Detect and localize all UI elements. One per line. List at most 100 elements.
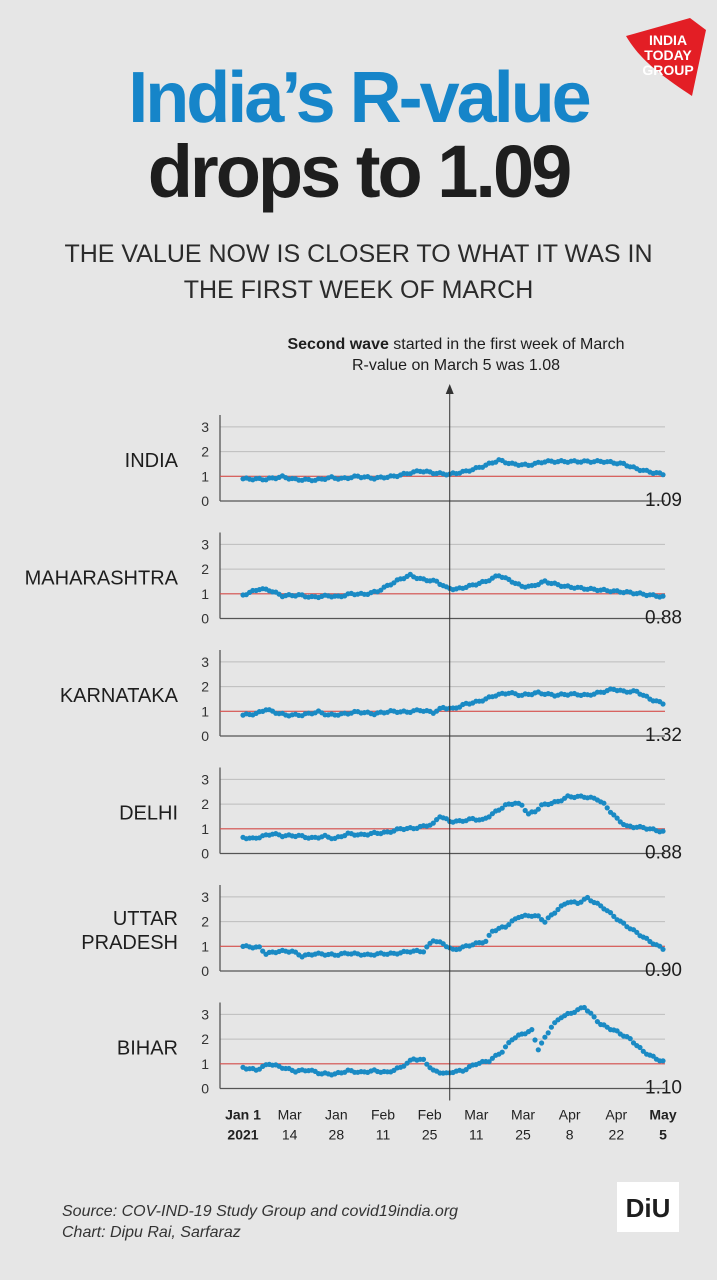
data-point <box>637 1044 643 1051</box>
final-value-label: 0.88 <box>645 843 682 864</box>
source-note: Source: COV-IND-19 Study Group and covid… <box>62 1201 458 1243</box>
data-point <box>529 1027 535 1033</box>
data-point <box>542 919 548 925</box>
annotation-line-1: Second wave started in the first week of… <box>236 334 676 355</box>
x-tick-label: May <box>649 1107 676 1123</box>
data-point <box>424 944 430 950</box>
y-tick-label: 1 <box>201 586 209 602</box>
y-tick-label: 0 <box>201 1081 209 1097</box>
y-tick-label: 3 <box>201 654 209 670</box>
data-point <box>420 949 427 955</box>
y-tick-label: 3 <box>201 536 209 552</box>
data-point <box>535 1047 541 1053</box>
data-point <box>532 1037 538 1043</box>
subtitle: THE VALUE NOW IS CLOSER TO WHAT IT WAS I… <box>0 236 717 308</box>
data-point <box>539 1040 545 1046</box>
data-point <box>483 938 489 945</box>
data-point <box>627 1036 633 1042</box>
data-point <box>621 920 627 926</box>
subtitle-line-1: THE VALUE NOW IS CLOSER TO WHAT IT WAS I… <box>64 240 653 268</box>
data-point <box>660 946 666 952</box>
y-tick-label: 1 <box>201 703 209 719</box>
credit-line: Chart: Dipu Rai, Sarfaraz <box>62 1224 241 1241</box>
y-tick-label: 0 <box>201 728 209 744</box>
y-tick-label: 3 <box>201 771 209 787</box>
data-point <box>499 1049 505 1055</box>
y-tick-label: 1 <box>201 468 209 484</box>
second-wave-annotation: Second wave started in the first week of… <box>236 334 676 376</box>
y-tick-label: 0 <box>201 846 209 862</box>
data-point <box>660 701 666 707</box>
panel-label-karnataka: KARNATAKA <box>60 685 179 707</box>
data-point <box>604 805 610 811</box>
x-tick-label: Apr <box>605 1107 627 1123</box>
y-tick-label: 0 <box>201 963 209 979</box>
data-point <box>463 1067 469 1073</box>
data-point <box>555 906 561 913</box>
subtitle-line-2: THE FIRST WEEK OF MARCH <box>183 276 534 304</box>
panel-label-bihar: BIHAR <box>117 1038 178 1060</box>
x-tick-label: Mar <box>278 1107 302 1123</box>
panel-label-maharashtra: MAHARASHTRA <box>25 568 179 590</box>
y-tick-label: 1 <box>201 1056 209 1072</box>
data-point <box>424 1061 430 1067</box>
diu-logo-background <box>617 1182 679 1232</box>
x-tick-label: 8 <box>566 1127 574 1143</box>
y-tick-label: 2 <box>201 561 209 577</box>
data-point <box>598 903 604 909</box>
x-tick-label: 5 <box>659 1127 667 1143</box>
y-tick-label: 2 <box>201 796 209 812</box>
y-tick-label: 1 <box>201 938 209 954</box>
data-point <box>601 800 607 806</box>
logo-shield-shape <box>626 18 706 96</box>
y-tick-label: 3 <box>201 889 209 905</box>
data-point <box>584 894 591 901</box>
source-line: Source: COV-IND-19 Study Group and covid… <box>62 1203 459 1220</box>
data-point <box>434 578 440 584</box>
r-value-chart: 0 1 2 3 INDIA 1.09 0 1 2 3 MAHARASHTRA 0.88 0 1 2 3 KARN… <box>25 384 682 1143</box>
y-tick-label: 1 <box>201 821 209 837</box>
x-tick-label: 2021 <box>227 1127 258 1143</box>
data-point <box>522 807 528 814</box>
data-point <box>634 929 640 936</box>
data-point <box>548 1024 555 1030</box>
logo-text-line-2: TODAY <box>644 47 692 63</box>
data-point <box>607 910 614 916</box>
data-point <box>660 828 666 834</box>
annotation-bold: Second wave <box>287 336 389 353</box>
data-point <box>614 1028 620 1034</box>
data-point <box>430 820 436 826</box>
india-today-group-logo: INDIA TODAY GROUP <box>626 18 706 96</box>
data-point <box>545 1030 551 1036</box>
data-point <box>486 1059 492 1065</box>
final-value-label: 0.88 <box>645 608 682 629</box>
data-point <box>591 1014 597 1020</box>
x-tick-label: 25 <box>422 1127 438 1143</box>
data-point <box>614 815 620 821</box>
data-point <box>611 913 617 920</box>
data-point <box>644 935 650 941</box>
data-point <box>581 1004 587 1011</box>
x-tick-label: Apr <box>559 1107 581 1123</box>
data-point <box>660 472 666 478</box>
data-point <box>486 932 492 938</box>
logo-text-line-3: GROUP <box>642 62 693 78</box>
data-point <box>535 806 541 812</box>
x-tick-label: 14 <box>282 1127 298 1143</box>
data-point <box>519 802 525 808</box>
x-tick-label: 11 <box>376 1127 391 1143</box>
panel-label-india: INDIA <box>125 450 179 472</box>
x-tick-label: 22 <box>609 1127 625 1143</box>
final-value-label: 1.10 <box>645 1078 682 1099</box>
data-point <box>660 593 666 599</box>
data-point <box>401 1063 407 1069</box>
x-tick-label: Mar <box>464 1107 488 1123</box>
data-point <box>378 587 384 593</box>
diu-logo-text: DiU <box>626 1193 671 1223</box>
data-point <box>611 812 617 818</box>
x-tick-label: 25 <box>515 1127 531 1143</box>
panel-label-uttar-pradesh: UTTAR <box>113 908 178 930</box>
second-wave-marker-arrowhead <box>445 384 454 394</box>
data-point <box>489 1055 495 1061</box>
data-point <box>542 1034 548 1040</box>
